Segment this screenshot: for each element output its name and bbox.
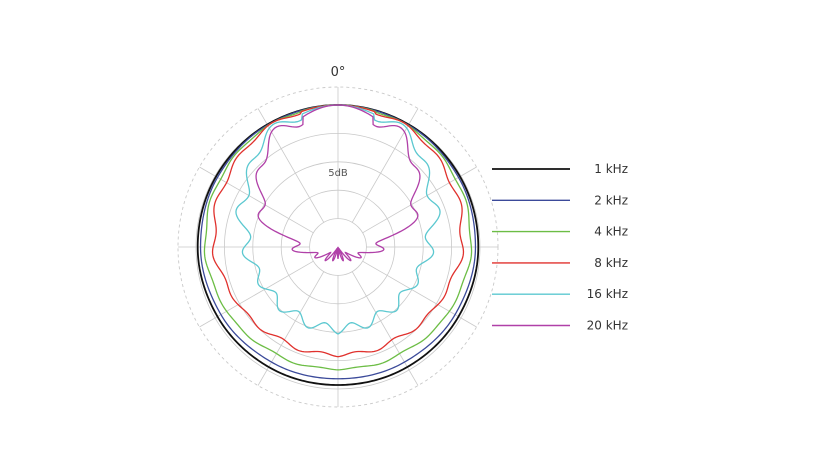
grid-spoke-60 xyxy=(362,166,477,234)
angle-label-0deg: 0° xyxy=(331,65,346,80)
grid-spoke-120 xyxy=(362,260,477,328)
grid-spoke-300 xyxy=(199,166,314,234)
series-curve-2-khz xyxy=(199,104,477,380)
grid-spoke-240 xyxy=(199,260,314,328)
legend-label-16-khz: 16 kHz xyxy=(587,287,628,301)
series-curve-4-khz xyxy=(203,104,473,371)
legend-label-2-khz: 2 kHz xyxy=(594,193,628,207)
grid-spoke-30 xyxy=(351,108,419,223)
ring-label: 5dB xyxy=(328,168,348,179)
legend-label-1-khz: 1 kHz xyxy=(594,162,628,176)
legend: 1 kHz 2 kHz 4 kHz 8 kHz 16 kHz 20 kHz xyxy=(492,162,628,333)
legend-label-20-khz: 20 kHz xyxy=(587,319,628,333)
legend-label-4-khz: 4 kHz xyxy=(594,225,628,239)
series-curve-1-khz xyxy=(196,104,480,386)
legend-label-8-khz: 8 kHz xyxy=(594,256,628,270)
series-curve-8-khz xyxy=(211,104,465,358)
grid-spoke-330 xyxy=(257,108,325,223)
series-curve-16-khz xyxy=(235,104,441,335)
polar-curves xyxy=(196,104,480,386)
series-curve-20-khz xyxy=(255,104,421,262)
